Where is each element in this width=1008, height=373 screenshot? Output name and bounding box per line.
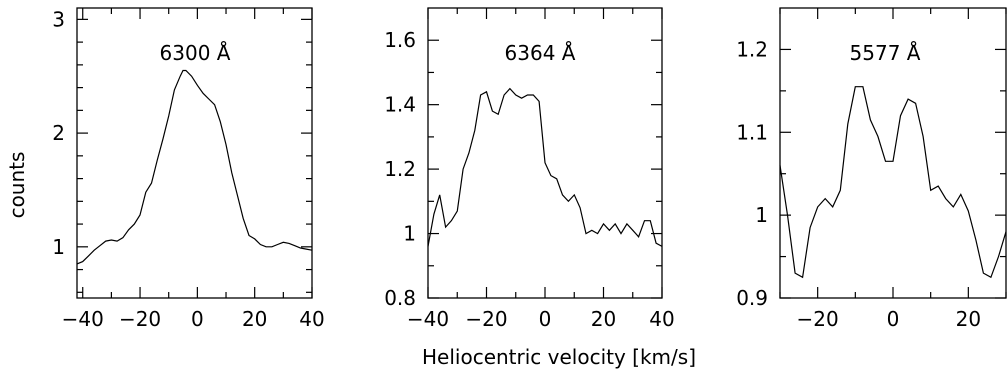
x-tick-label: −20 — [797, 307, 839, 331]
spectrum-line — [779, 86, 1007, 279]
y-axis-label: counts — [5, 152, 29, 219]
y-tick-label: 2 — [52, 121, 65, 145]
x-tick-label: 0 — [539, 307, 552, 331]
y-tick-label: 1 — [755, 203, 768, 227]
spectrum-line — [76, 69, 313, 265]
x-tick-label: −20 — [465, 307, 507, 331]
x-tick-label: 20 — [242, 307, 267, 331]
y-tick-label: 1.1 — [736, 120, 768, 144]
panel-title: 6364 Å — [505, 41, 576, 65]
panel-5577: −20 0 20 0.9 1 1.1 1.2 5577 Å — [736, 7, 1007, 331]
y-tick-label: 3 — [52, 7, 65, 31]
panel-6300: −40 −20 0 20 40 1 2 3 6300 Å — [52, 7, 325, 331]
x-tick-label: 20 — [956, 307, 981, 331]
plot-frame — [76, 7, 313, 299]
y-tick-label: 0.9 — [736, 286, 768, 310]
x-tick-label: −20 — [119, 307, 161, 331]
x-tick-label: 20 — [591, 307, 616, 331]
panel-title: 5577 Å — [850, 41, 921, 65]
spectrum-line — [427, 87, 663, 247]
y-tick-label: 0.8 — [384, 286, 416, 310]
x-tick-label: −40 — [62, 307, 104, 331]
y-tick-label: 1.4 — [384, 93, 416, 117]
x-tick-label: 40 — [649, 307, 674, 331]
panel-6364: −40 −20 0 20 40 0.8 1 1.2 1.4 1.6 6364 Å — [384, 7, 675, 331]
x-tick-label: 40 — [299, 307, 324, 331]
y-tick-label: 1 — [52, 235, 65, 259]
y-tick-label: 1 — [403, 222, 416, 246]
x-tick-label: 0 — [887, 307, 900, 331]
y-tick-label: 1.6 — [384, 28, 416, 52]
x-tick-label: −40 — [407, 307, 449, 331]
y-tick-label: 1.2 — [384, 157, 416, 181]
x-axis-label: Heliocentric velocity [km/s] — [422, 345, 696, 369]
x-tick-label: 0 — [191, 307, 204, 331]
y-tick-label: 1.2 — [736, 37, 768, 61]
panel-title: 6300 Å — [160, 41, 231, 65]
